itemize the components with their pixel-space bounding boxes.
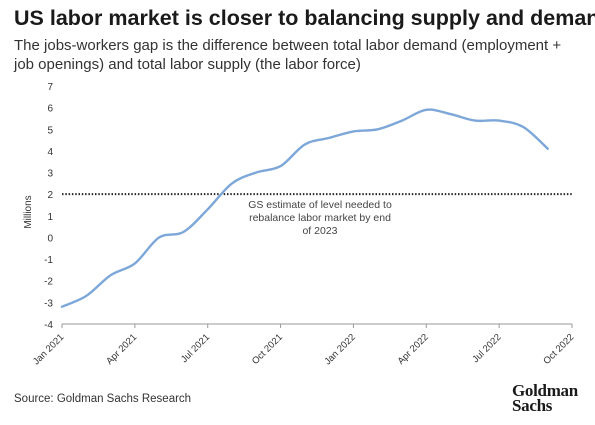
x-tick-label: Apr 2021	[104, 332, 139, 367]
x-tick-label: Apr 2022	[396, 332, 431, 367]
x-tick-label: Jan 2022	[322, 332, 357, 367]
y-tick-label: 4	[47, 147, 53, 158]
y-axis-label: Millions	[23, 195, 34, 228]
y-tick-label: -4	[44, 320, 53, 331]
y-tick-label: -2	[44, 277, 53, 288]
y-tick-label: -1	[44, 255, 53, 266]
y-tick-label: 3	[47, 169, 53, 180]
goldman-sachs-logo: Goldman Sachs	[512, 381, 578, 415]
series-line	[60, 108, 549, 308]
y-tick-label: 2	[47, 190, 53, 201]
y-tick-label: 5	[47, 125, 53, 136]
x-axis-ticks: Jan 2021 Apr 2021 Jul 2021 Oct 2021 Jan 2022…	[31, 324, 576, 367]
reference-annotation-line: rebalance labor market by end	[249, 212, 391, 224]
source-note: Source: Goldman Sachs Research	[14, 393, 192, 405]
y-tick-label: 1	[47, 212, 53, 223]
chart-subtitle: The jobs-workers gap is the difference b…	[14, 37, 562, 73]
x-tick-label: Jul 2022	[470, 332, 503, 365]
y-tick-label: -3	[44, 298, 53, 309]
reference-annotation-line: GS estimate of level needed to	[248, 199, 392, 211]
reference-annotation-line: of 2023	[302, 225, 337, 237]
chart-title: US labor market is closer to balancing s…	[14, 6, 595, 30]
y-tick-label: 0	[47, 233, 53, 244]
x-tick-label: Oct 2022	[541, 332, 576, 367]
reference-annotation: GS estimate of level needed to rebalance …	[248, 199, 392, 237]
logo-line-1: Goldman	[512, 381, 578, 400]
logo-line-2: Sachs	[512, 396, 553, 415]
x-tick-label: Jan 2021	[31, 332, 66, 367]
x-tick-label: Jul 2021	[179, 332, 212, 365]
y-axis-ticks: -4 -3 -2 -1 0 1 2 3 4 5 6 7	[44, 82, 53, 331]
y-tick-label: 7	[47, 82, 53, 93]
y-tick-label: 6	[47, 104, 53, 115]
x-tick-label: Oct 2021	[250, 332, 285, 367]
